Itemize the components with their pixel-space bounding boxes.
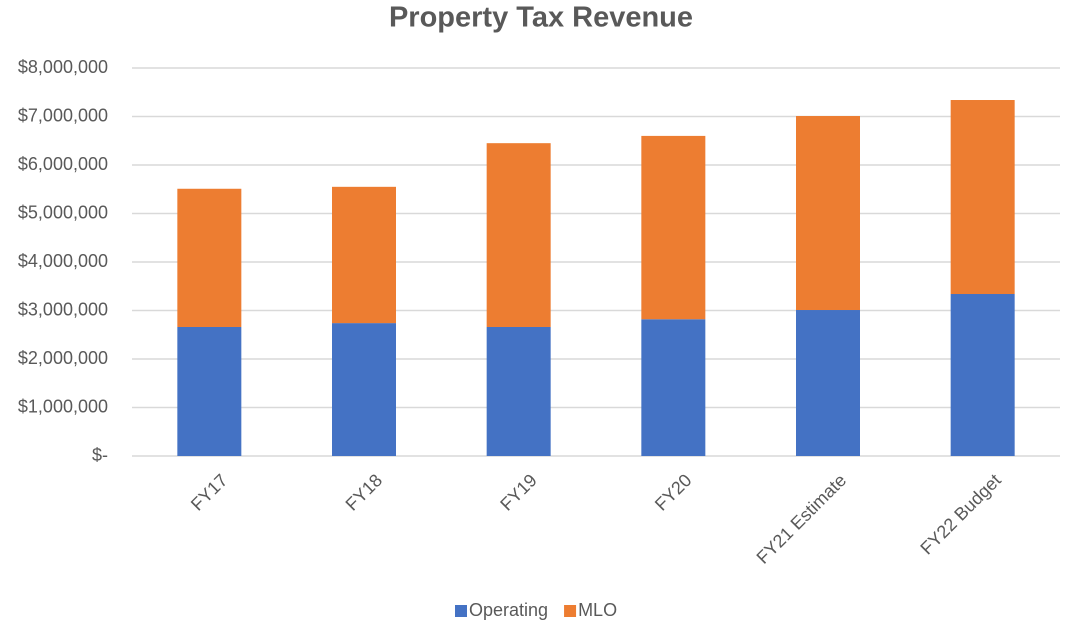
- bar: [486, 143, 551, 327]
- x-tick-label: FY20: [651, 470, 696, 515]
- legend-swatch: [564, 605, 577, 617]
- y-tick-label: $4,000,000: [18, 251, 108, 271]
- x-tick-label: FY19: [496, 470, 541, 515]
- bar: [332, 186, 396, 324]
- bar: [950, 100, 1015, 295]
- chart-title: Property Tax Revenue: [389, 2, 693, 34]
- y-tick-label: $5,000,000: [18, 202, 108, 222]
- legend-swatch: [455, 605, 467, 617]
- bar: [950, 294, 1015, 456]
- y-tick-label: $8,000,000: [18, 57, 108, 77]
- x-tick-label: FY22 Budget: [916, 470, 1004, 558]
- y-tick-label: $3,000,000: [18, 299, 108, 319]
- bar: [486, 326, 551, 456]
- y-tick-label: $-: [92, 445, 108, 465]
- x-tick-label: FY21 Estimate: [753, 470, 851, 568]
- bar: [177, 188, 242, 327]
- bar: [796, 310, 860, 456]
- x-tick-label: FY17: [187, 470, 232, 515]
- legend-label: Operating: [469, 600, 548, 620]
- bar: [796, 116, 860, 311]
- y-tick-label: $1,000,000: [18, 396, 108, 416]
- y-tick-label: $2,000,000: [18, 348, 108, 368]
- y-tick-label: $6,000,000: [18, 154, 108, 174]
- bar: [641, 319, 706, 456]
- bar: [332, 323, 396, 456]
- bar: [641, 135, 706, 320]
- x-tick-label: FY18: [342, 470, 387, 515]
- y-tick-label: $7,000,000: [18, 105, 108, 125]
- bar: [177, 326, 242, 456]
- legend-label: MLO: [578, 600, 617, 620]
